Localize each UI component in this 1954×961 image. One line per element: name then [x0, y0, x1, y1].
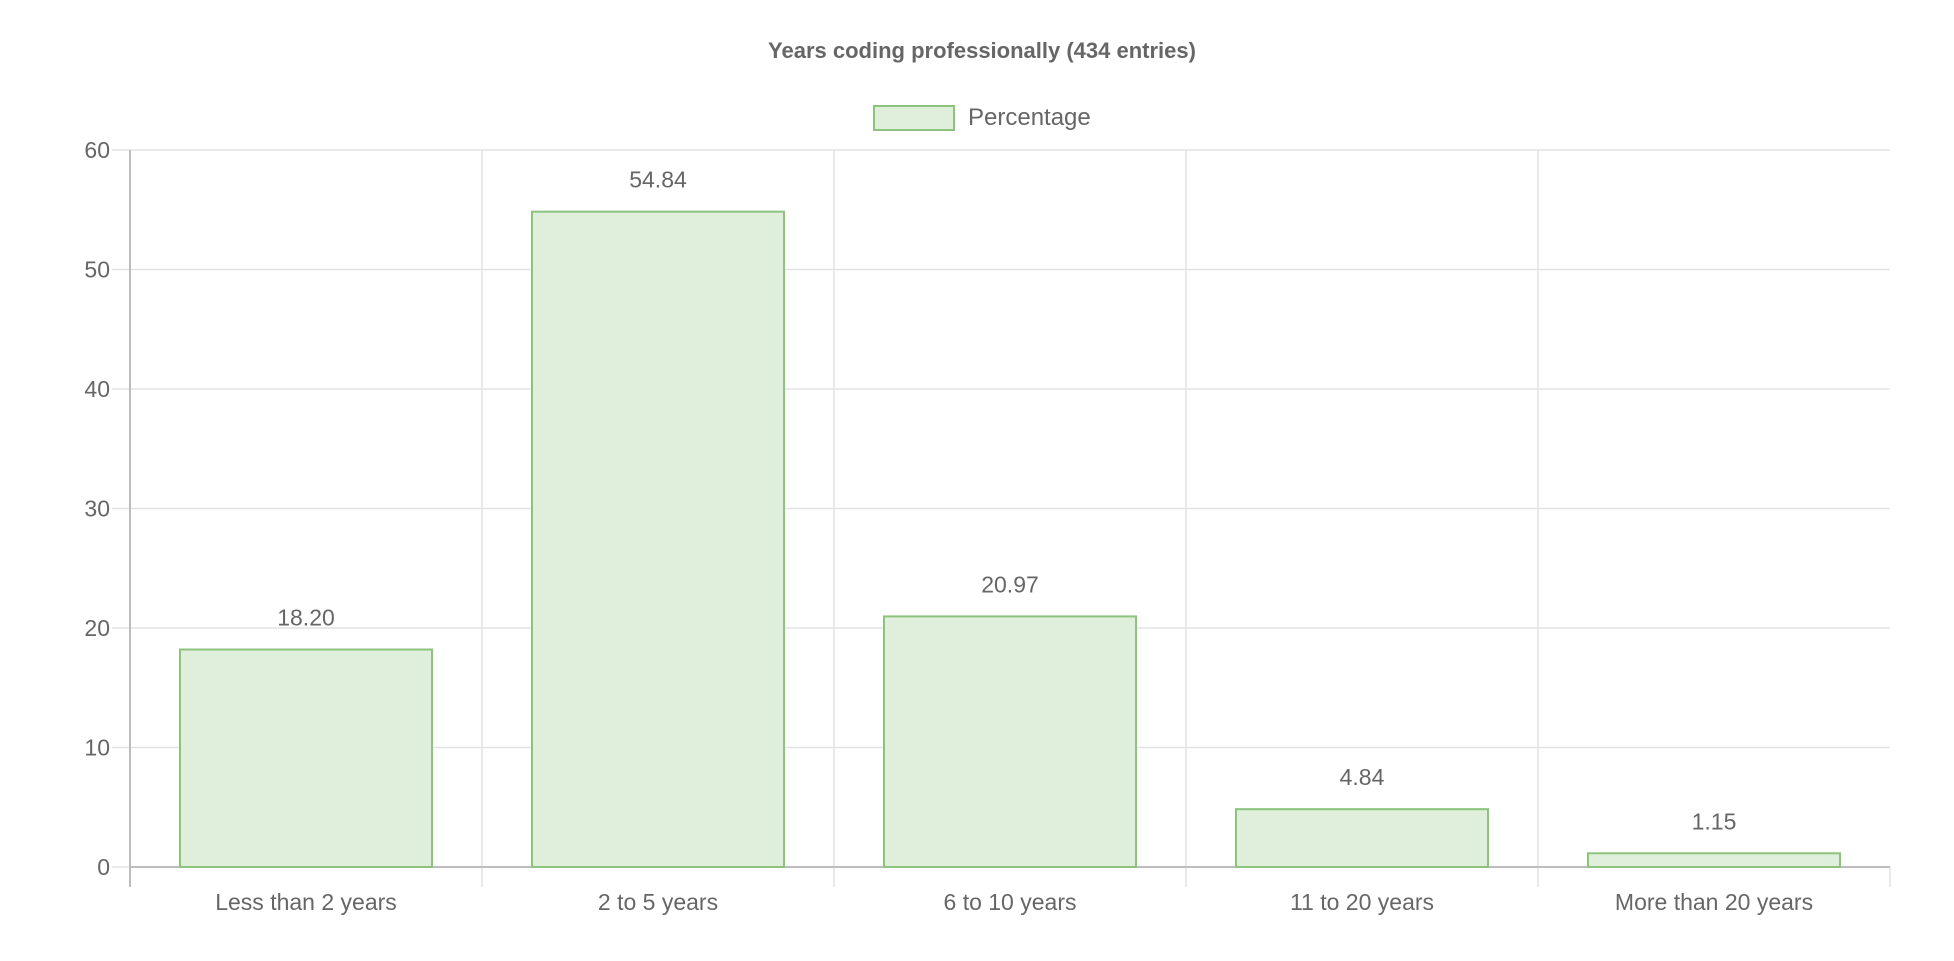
y-tick-label: 0: [97, 854, 110, 880]
bar-value-label: 4.84: [1340, 764, 1385, 790]
y-tick-label: 20: [84, 615, 110, 641]
y-tick-label: 10: [84, 735, 110, 761]
x-tick-label: More than 20 years: [1615, 889, 1813, 915]
bar-value-label: 20.97: [981, 571, 1039, 597]
bar-value-label: 1.15: [1692, 808, 1737, 834]
x-tick-label: 11 to 20 years: [1290, 889, 1434, 915]
bar[interactable]: [1587, 852, 1841, 869]
bars-layer: [179, 210, 1841, 869]
bar[interactable]: [1235, 808, 1489, 868]
chart-title: Years coding professionally (434 entries…: [768, 38, 1196, 63]
labels-layer: 18.20 54.84 20.97 4.84 1.15: [277, 167, 1736, 835]
x-tick-label: Less than 2 years: [215, 889, 397, 915]
bar-value-label: 54.84: [629, 167, 687, 193]
legend[interactable]: Percentage: [873, 104, 1091, 131]
y-tick-label: 30: [84, 496, 110, 522]
legend-swatch: [873, 105, 955, 131]
y-tick-label: 40: [84, 376, 110, 402]
legend-label: Percentage: [968, 104, 1091, 131]
y-tick-label: 50: [84, 257, 110, 283]
x-tick-label: 6 to 10 years: [944, 889, 1077, 915]
bar-value-label: 18.20: [277, 605, 335, 631]
bar[interactable]: [883, 615, 1137, 869]
x-tick-label: 2 to 5 years: [598, 889, 718, 915]
grid-layer: [130, 149, 1890, 887]
bar[interactable]: [179, 648, 433, 869]
bar[interactable]: [531, 210, 785, 869]
y-tick-label: 60: [84, 137, 110, 163]
